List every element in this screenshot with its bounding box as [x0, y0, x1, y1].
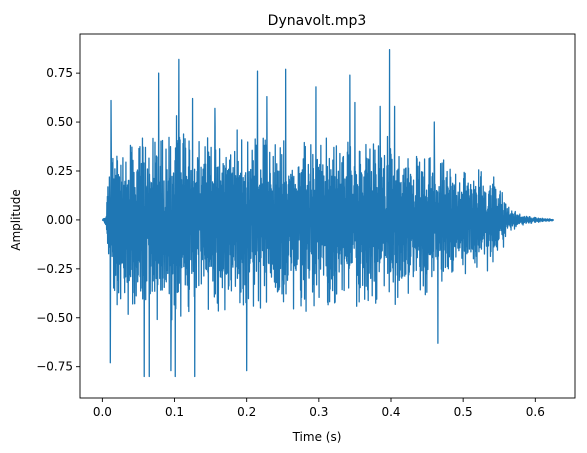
y-tick-label: 0.75: [46, 66, 73, 80]
x-tick-label: 0.0: [93, 405, 112, 419]
plot-area: [79, 33, 576, 399]
x-axis-label: Time (s): [292, 430, 342, 444]
y-tick-label: −0.50: [36, 311, 73, 325]
y-tick-label: 0.50: [46, 115, 73, 129]
y-tick-label: 0.00: [46, 213, 73, 227]
y-axis: −0.75 −0.50 −0.25 0.00 0.25 0.50 0.75: [36, 66, 80, 374]
y-tick-label: −0.25: [36, 262, 73, 276]
x-tick-label: 0.4: [381, 405, 400, 419]
x-tick-label: 0.6: [526, 405, 545, 419]
x-tick-label: 0.2: [237, 405, 256, 419]
x-axis: 0.0 0.1 0.2 0.3 0.4 0.5 0.6: [93, 398, 545, 419]
chart-title: Dynavolt.mp3: [268, 13, 367, 29]
x-tick-label: 0.5: [454, 405, 473, 419]
x-tick-label: 0.1: [165, 405, 184, 419]
y-tick-label: 0.25: [46, 164, 73, 178]
waveform-line: [101, 49, 554, 378]
y-axis-label: Amplitude: [9, 189, 23, 251]
y-tick-label: −0.75: [36, 360, 73, 374]
plot-frame: [79, 33, 576, 399]
x-tick-label: 0.3: [309, 405, 328, 419]
